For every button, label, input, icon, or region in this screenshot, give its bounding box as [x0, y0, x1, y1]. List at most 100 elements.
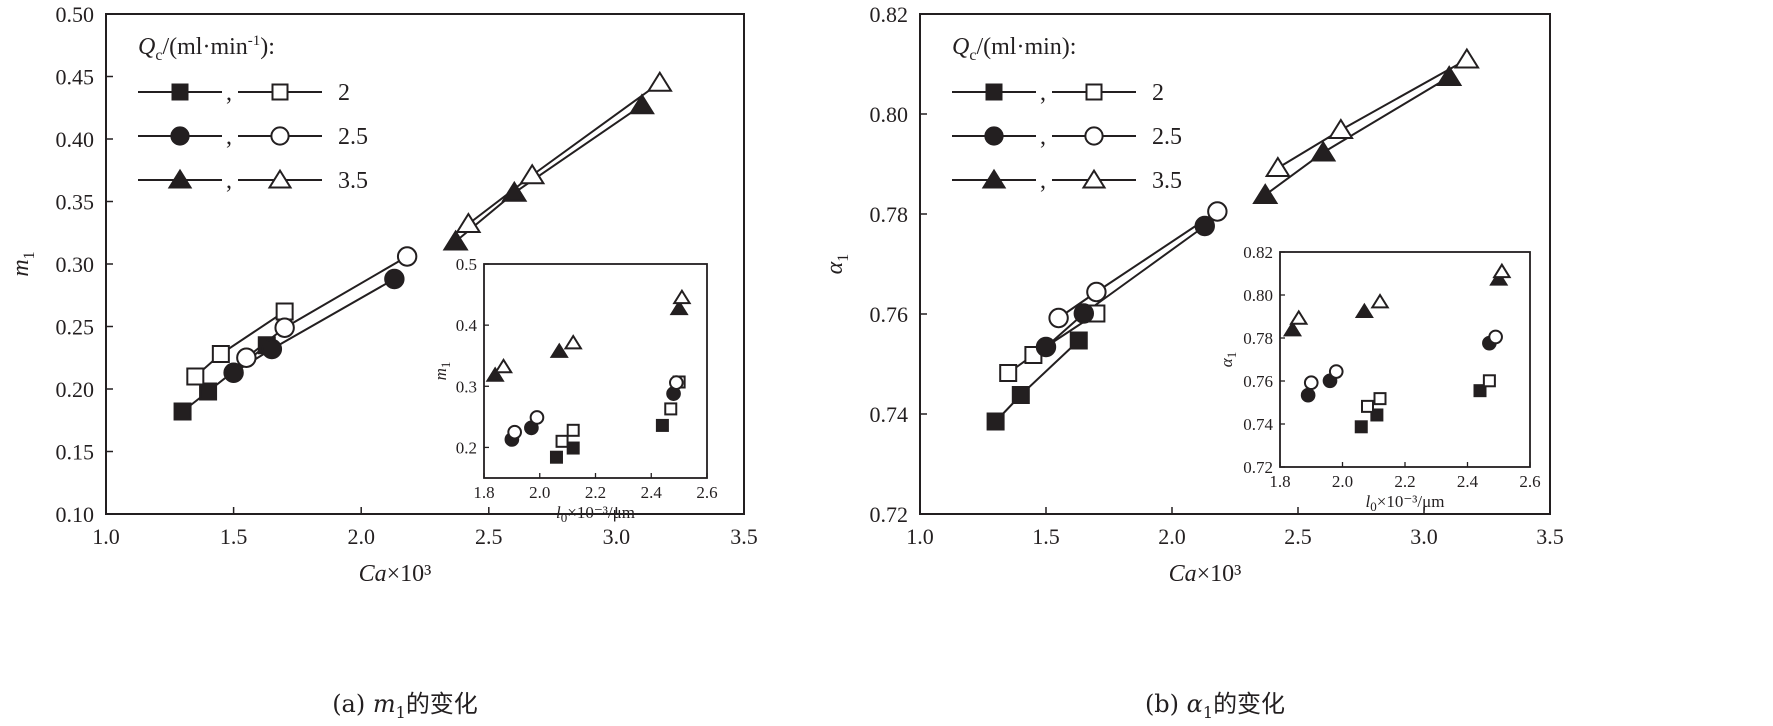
inset-x-tick-label: 2.0 [1332, 472, 1353, 491]
data-point [261, 338, 283, 360]
inset-data-point [664, 402, 678, 416]
inset-data-point [566, 423, 580, 437]
inset-data-point [1354, 302, 1374, 319]
legend-label: 3.5 [1152, 168, 1182, 194]
inset-x-tick-label: 2.0 [529, 483, 550, 502]
y-tick-label: 0.45 [56, 65, 95, 90]
legend-comma: , [1040, 124, 1046, 150]
data-point [1207, 201, 1228, 222]
inset-data-point [655, 418, 669, 432]
inset-y-tick-label: 0.72 [1243, 458, 1273, 477]
series-line [1045, 225, 1206, 348]
data-point [1194, 215, 1215, 237]
data-point [501, 180, 528, 202]
x-tick-label: 2.0 [347, 524, 375, 549]
inset-data-point [1482, 374, 1496, 388]
data-point [275, 302, 294, 321]
legend-marker [270, 126, 290, 146]
legend-comma: , [1040, 80, 1046, 106]
inset-x-axis-label: l0×10⁻³/μm [1366, 492, 1445, 514]
inset-data-point [1370, 293, 1390, 309]
y-tick-label: 0.76 [870, 302, 909, 327]
legend-label: 2 [1152, 80, 1164, 106]
y-tick-label: 0.50 [56, 2, 95, 27]
inset-data-point [1361, 399, 1374, 413]
x-tick-label: 3.5 [1536, 524, 1564, 549]
series-line [467, 81, 661, 225]
y-tick-label: 0.40 [56, 127, 95, 152]
inset-x-tick-label: 2.6 [1519, 472, 1540, 491]
inset-y-axis-label: m1 [431, 362, 453, 381]
y-axis-label: m1 [8, 251, 38, 276]
inset-data-point [1354, 420, 1368, 434]
y-tick-label: 0.80 [870, 102, 909, 127]
legend-comma: , [226, 80, 232, 106]
data-point [396, 246, 418, 267]
legend-marker [171, 83, 189, 101]
inset-data-point [485, 366, 505, 382]
legend-marker [167, 168, 193, 189]
data-point [186, 367, 205, 386]
inset-data-point [549, 450, 563, 464]
inset-data-point [1300, 387, 1316, 403]
legend-marker [170, 126, 190, 146]
inset-y-tick-label: 0.76 [1243, 372, 1273, 391]
legend-marker [984, 126, 1004, 146]
data-point [1011, 386, 1030, 404]
chart-panel-b: 1.0 1.5 2.0 2.5 3.0 3.5 0.72 0.74 0.76 0.78 0.80 0.… [822, 2, 1564, 722]
x-axis-label: Ca×10³ [359, 561, 432, 587]
x-tick-label: 3.0 [1410, 524, 1438, 549]
legend-marker [1081, 168, 1107, 189]
inset-y-tick-label: 0.78 [1243, 329, 1273, 348]
data-point [628, 93, 655, 115]
x-tick-label: 1.5 [220, 524, 248, 549]
y-axis-label: α1 [822, 254, 852, 275]
x-tick-label: 2.5 [1284, 524, 1312, 549]
data-point [999, 364, 1018, 382]
y-tick-label: 0.15 [56, 440, 95, 465]
inset-x-tick-label: 2.6 [696, 483, 717, 502]
legend-comma: , [1040, 168, 1046, 194]
inset-x-tick-label: 2.2 [585, 483, 606, 502]
data-point [519, 163, 546, 185]
y-tick-label: 0.35 [56, 190, 95, 215]
data-point [1086, 281, 1107, 303]
data-point [211, 345, 230, 363]
data-point [442, 229, 469, 251]
data-point [1069, 331, 1088, 350]
data-point [986, 412, 1005, 431]
data-point [1035, 336, 1057, 358]
legend-comma: , [226, 168, 232, 194]
inset-y-tick-label: 0.5 [456, 255, 477, 274]
y-tick-label: 0.82 [870, 2, 909, 27]
inset-y-tick-label: 0.4 [456, 316, 478, 335]
inset-y-tick-label: 0.82 [1243, 243, 1273, 262]
legend-marker [271, 83, 289, 101]
inset-data-point [566, 441, 580, 455]
y-tick-label: 0.78 [870, 202, 909, 227]
inset-data-point [494, 357, 514, 374]
legend-marker [1084, 126, 1104, 146]
x-tick-label: 1.0 [92, 524, 120, 549]
y-tick-label: 0.25 [56, 315, 95, 340]
data-point [1453, 47, 1480, 69]
inset-data-point [1373, 392, 1387, 406]
data-point [236, 347, 257, 368]
inset-chart: 1.8 2.0 2.2 2.4 2.6 0.72 0.74 0.76 0.78 0.80 0.82 l… [1217, 243, 1541, 514]
inset-x-tick-label: 2.4 [1457, 472, 1479, 491]
y-tick-label: 0.74 [870, 402, 909, 427]
legend-marker [267, 168, 293, 189]
legend-comma: , [226, 124, 232, 150]
inset-data-point [1283, 321, 1302, 337]
y-tick-label: 0.20 [56, 377, 95, 402]
inset-x-tick-label: 1.8 [1269, 472, 1290, 491]
data-point [1327, 118, 1354, 139]
data-point [173, 402, 192, 421]
inset-y-tick-label: 0.74 [1243, 415, 1273, 434]
x-axis-label: Ca×10³ [1169, 561, 1242, 587]
inset-data-point [669, 299, 689, 316]
inset-x-tick-label: 1.8 [473, 483, 494, 502]
y-tick-label: 0.10 [56, 502, 95, 527]
data-point [1436, 65, 1463, 86]
legend-label: 3.5 [338, 168, 368, 194]
